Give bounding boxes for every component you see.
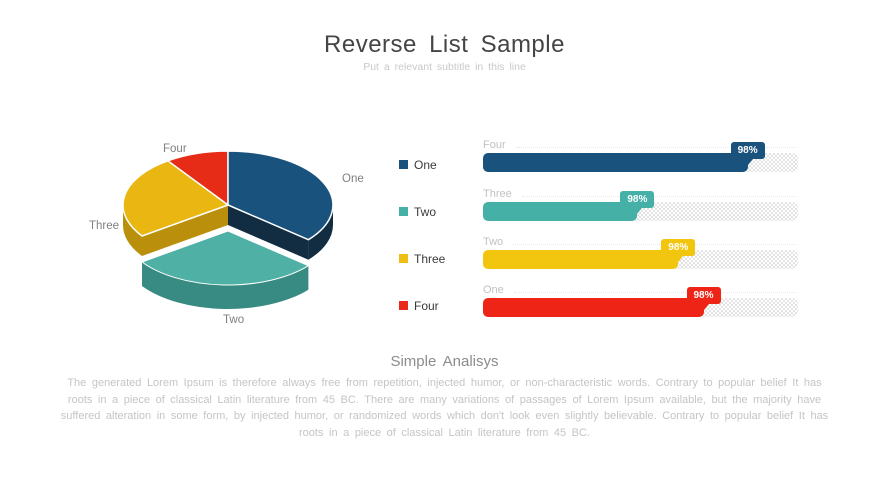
section-title: Simple Analisys xyxy=(390,353,499,370)
pie-slice-three-cut-face xyxy=(142,205,228,256)
bar-row-two: Two 98% xyxy=(483,236,798,269)
bar-row-four: Four 98% xyxy=(483,139,798,172)
bar-chart: Four 98% Three 98% Two xyxy=(483,139,798,319)
pie-slice-two-rim xyxy=(142,262,309,309)
pie-slice-one-cut-face xyxy=(228,205,309,260)
bar-track[interactable]: 98% xyxy=(483,239,798,269)
legend-swatch-three xyxy=(399,254,408,263)
pie-label-two: Two xyxy=(223,314,245,326)
badge-value: 98% xyxy=(737,145,758,156)
legend-swatch-one xyxy=(399,160,408,169)
bar-fill-four[interactable] xyxy=(483,153,748,172)
legend-item-three[interactable]: Three xyxy=(399,251,446,266)
value-badge-two: 98% xyxy=(661,239,696,256)
legend-item-two[interactable]: Two xyxy=(399,204,445,219)
bar-track[interactable]: 98% xyxy=(483,191,798,221)
badge-value: 98% xyxy=(693,290,714,301)
pie-chart xyxy=(122,150,334,309)
bar-track[interactable]: 98% xyxy=(483,287,798,317)
value-badge-three: 98% xyxy=(620,191,655,208)
leader-line xyxy=(515,147,796,148)
legend-item-one[interactable]: One xyxy=(399,157,445,172)
pie-legend: One Two Three Four xyxy=(399,158,445,346)
legend-label: One xyxy=(414,157,437,172)
page-title: Reverse List Sample xyxy=(324,31,565,58)
pie-label-four: Four xyxy=(163,143,187,155)
page-subtitle: Put a relevant subtitle in this line xyxy=(363,61,526,73)
pie-slice-three-rim xyxy=(122,205,142,256)
legend-swatch-two xyxy=(399,207,408,216)
bar-fill-three[interactable] xyxy=(483,202,638,221)
bar-label: Two xyxy=(483,236,504,248)
legend-item-four[interactable]: Four xyxy=(399,298,445,313)
legend-label: Four xyxy=(414,298,439,313)
bar-label: Four xyxy=(483,139,506,151)
value-badge-one: 98% xyxy=(686,287,721,304)
pie-slice-three[interactable] xyxy=(122,160,229,237)
pie-slice-two[interactable] xyxy=(141,230,309,286)
legend-label: Two xyxy=(414,204,437,219)
pie-label-three: Three xyxy=(89,220,120,232)
pie-slice-one[interactable] xyxy=(227,150,334,241)
badge-value: 98% xyxy=(668,242,689,253)
badge-value: 98% xyxy=(627,194,648,205)
legend-label: Three xyxy=(414,251,446,266)
bar-row-one: One 98% xyxy=(483,284,798,317)
pie-label-one: One xyxy=(342,173,364,185)
pie-slice-one-rim xyxy=(308,205,333,260)
bar-track[interactable]: 98% xyxy=(483,142,798,172)
bar-fill-one[interactable] xyxy=(483,298,704,317)
value-badge-four: 98% xyxy=(730,142,765,159)
legend-swatch-four xyxy=(399,301,408,310)
leader-line xyxy=(513,292,796,293)
bar-row-three: Three 98% xyxy=(483,188,798,221)
leader-line xyxy=(521,196,796,197)
bar-fill-two[interactable] xyxy=(483,250,679,269)
bar-label: One xyxy=(483,284,504,296)
bar-label: Three xyxy=(483,188,512,200)
leader-line xyxy=(513,244,796,245)
section-body-text: The generated Lorem Ipsum is therefore a… xyxy=(60,377,829,439)
